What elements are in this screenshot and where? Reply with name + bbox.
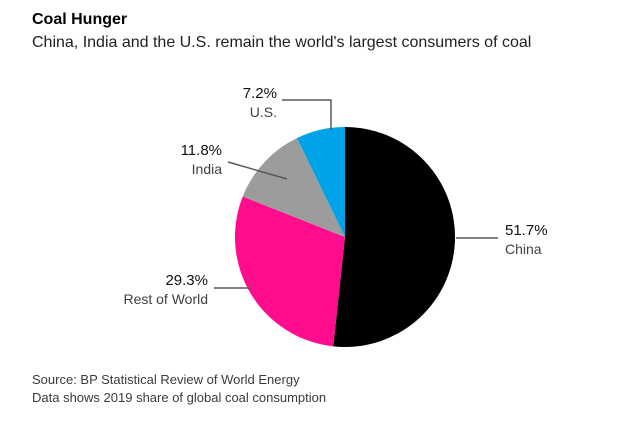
callout-pct-china: 51.7% bbox=[505, 222, 548, 239]
callout-name-china: China bbox=[505, 241, 542, 257]
leader-line-us bbox=[282, 99, 332, 130]
source-line-2: Data shows 2019 share of global coal con… bbox=[32, 390, 327, 405]
source-block: Source: BP Statistical Review of World E… bbox=[32, 371, 326, 407]
source-line-1: Source: BP Statistical Review of World E… bbox=[32, 372, 300, 387]
pie-slice-rest-of-world bbox=[234, 196, 345, 347]
pie-slice-india bbox=[242, 138, 345, 237]
callout-name-us: U.S. bbox=[249, 104, 277, 120]
callout-pct-rest-of-world: 29.3% bbox=[165, 272, 208, 289]
pie-slices bbox=[234, 127, 456, 347]
callout-label-china: 51.7% China bbox=[505, 221, 548, 259]
chart-subtitle: China, India and the U.S. remain the wor… bbox=[32, 34, 532, 51]
callout-name-rest-of-world: Rest of World bbox=[123, 291, 208, 307]
callout-pct-india: 11.8% bbox=[180, 142, 222, 159]
callout-label-rest-of-world: 29.3% Rest of World bbox=[123, 271, 208, 309]
leader-line-india bbox=[227, 161, 288, 180]
pie-slice-u-s bbox=[296, 127, 345, 237]
callout-label-india: 11.8% India bbox=[181, 141, 222, 179]
chart-title: Coal Hunger bbox=[32, 11, 128, 28]
callout-pct-us: 7.2% bbox=[242, 85, 277, 102]
pie-slice-china bbox=[333, 127, 456, 347]
callout-name-india: India bbox=[191, 161, 222, 177]
callout-label-us: 7.2% U.S. bbox=[243, 84, 277, 122]
leader-lines bbox=[214, 99, 498, 289]
